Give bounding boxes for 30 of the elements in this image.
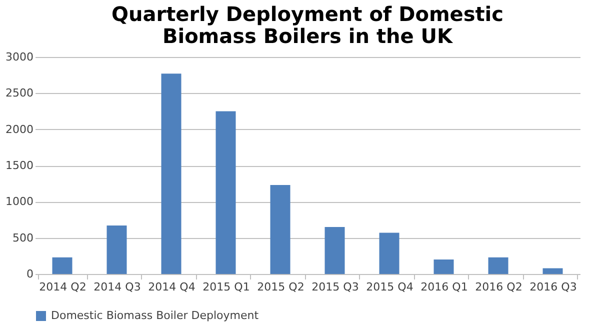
x-tick-label: 2014 Q2 xyxy=(39,280,86,294)
legend-label: Domestic Biomass Boiler Deployment xyxy=(51,309,260,322)
y-tick-label: 2500 xyxy=(6,86,34,100)
text: Quarterly Deployment of Domestic xyxy=(111,2,504,26)
y-tick-label: 3000 xyxy=(6,50,34,64)
y-tick-label: 0 xyxy=(26,268,34,280)
x-tick-label: 2016 Q3 xyxy=(530,280,577,294)
x-tick-label: 2016 Q2 xyxy=(475,280,522,294)
bar xyxy=(488,257,508,274)
x-tick-label: 2015 Q1 xyxy=(202,280,250,294)
bar xyxy=(270,185,290,274)
y-tick-label: 1000 xyxy=(6,195,34,208)
bar xyxy=(161,74,182,274)
bar xyxy=(216,111,236,274)
text: Biomass Boilers in the UK xyxy=(162,24,453,48)
x-tick-label: 2014 Q4 xyxy=(148,280,196,294)
bar xyxy=(52,257,72,274)
bar xyxy=(324,226,345,274)
bar xyxy=(434,260,454,274)
x-tick-label: 2015 Q4 xyxy=(366,280,414,294)
x-tick-label: 2016 Q1 xyxy=(420,280,468,294)
x-tick-label: 2014 Q3 xyxy=(94,280,141,294)
y-tick-label: 500 xyxy=(12,231,34,244)
x-tick-label: 2015 Q2 xyxy=(257,280,304,294)
y-tick-label: 2000 xyxy=(6,122,34,136)
bar xyxy=(379,232,400,274)
bar xyxy=(542,268,563,274)
bar xyxy=(106,226,127,274)
x-tick-label: 2015 Q3 xyxy=(312,280,359,294)
y-tick-label: 1500 xyxy=(6,159,34,172)
